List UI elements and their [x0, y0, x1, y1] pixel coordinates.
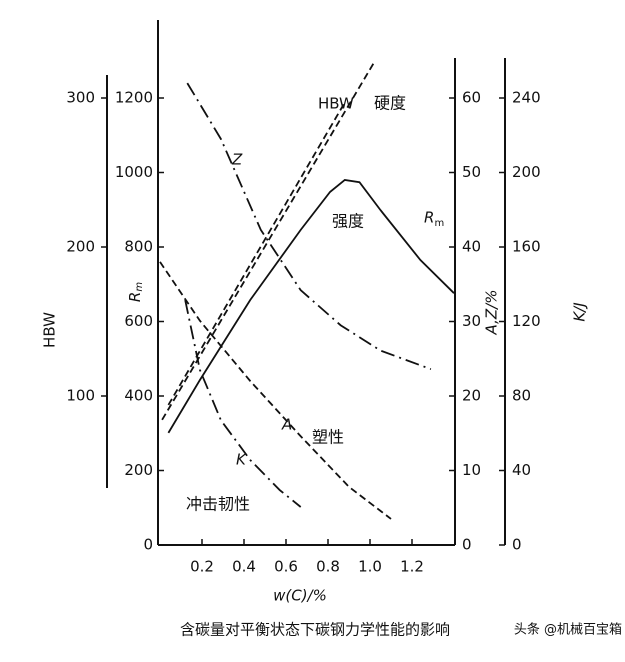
curve-label: A — [281, 416, 292, 434]
y-tick-label: 100 — [66, 387, 95, 405]
x-tick-label: 1.0 — [358, 558, 382, 576]
curve-label-sub: m — [434, 218, 444, 229]
annotation: 冲击韧性 — [186, 495, 250, 514]
y-tick-label: 0 — [512, 536, 522, 554]
x-tick-label: 0.6 — [274, 558, 298, 576]
curve — [186, 82, 432, 371]
watermark: 头条 @机械百宝箱 — [514, 622, 622, 638]
k-axis-label: K/J — [571, 302, 589, 321]
x-tick-label: 0.8 — [316, 558, 340, 576]
annotation: 塑性 — [312, 428, 344, 447]
y-tick-label: 40 — [462, 238, 481, 256]
x-tick-label: 0.2 — [190, 558, 214, 576]
y-tick-label: 600 — [124, 312, 153, 330]
az-axis-label: A,Z/% — [483, 290, 501, 336]
curve — [184, 299, 302, 508]
y-tick-label: 300 — [66, 89, 95, 107]
curve — [159, 261, 392, 520]
y-tick-label: 1200 — [115, 89, 153, 107]
curve-label: HBW — [318, 95, 354, 113]
y-tick-label: 10 — [462, 461, 481, 479]
y-tick-label: 50 — [462, 163, 481, 181]
curve — [167, 102, 346, 406]
x-tick-label: 0.4 — [232, 558, 256, 576]
curve — [161, 61, 375, 421]
curve-label: Rm — [424, 209, 444, 230]
annotation: 强度 — [332, 212, 364, 231]
y-tick-label: 30 — [462, 312, 481, 330]
y-tick-label: 240 — [512, 89, 541, 107]
x-axis-label: w(C)/% — [273, 587, 327, 605]
curve-label: K — [236, 451, 247, 469]
y-tick-label: 0 — [462, 536, 472, 554]
y-tick-label: 20 — [462, 387, 481, 405]
y-tick-label: 160 — [512, 238, 541, 256]
y-tick-label: 800 — [124, 238, 153, 256]
curve-label: Z — [231, 151, 243, 169]
y-tick-label: 40 — [512, 461, 531, 479]
y-tick-label: 120 — [512, 312, 541, 330]
annotation: 硬度 — [374, 94, 406, 113]
y-tick-label: 80 — [512, 387, 531, 405]
y-tick-label: 200 — [66, 238, 95, 256]
hbw-axis-label: HBW — [41, 312, 59, 348]
y-tick-label: 0 — [143, 536, 153, 554]
rm-axis-label: Rm — [126, 282, 146, 302]
x-tick-label: 1.2 — [400, 558, 424, 576]
curve — [167, 179, 455, 434]
y-tick-label: 200 — [124, 461, 153, 479]
y-tick-label: 200 — [512, 163, 541, 181]
y-tick-label: 400 — [124, 387, 153, 405]
caption: 含碳量对平衡状态下碳钢力学性能的影响 — [180, 621, 450, 639]
y-tick-label: 60 — [462, 89, 481, 107]
y-tick-label: 1000 — [115, 163, 153, 181]
